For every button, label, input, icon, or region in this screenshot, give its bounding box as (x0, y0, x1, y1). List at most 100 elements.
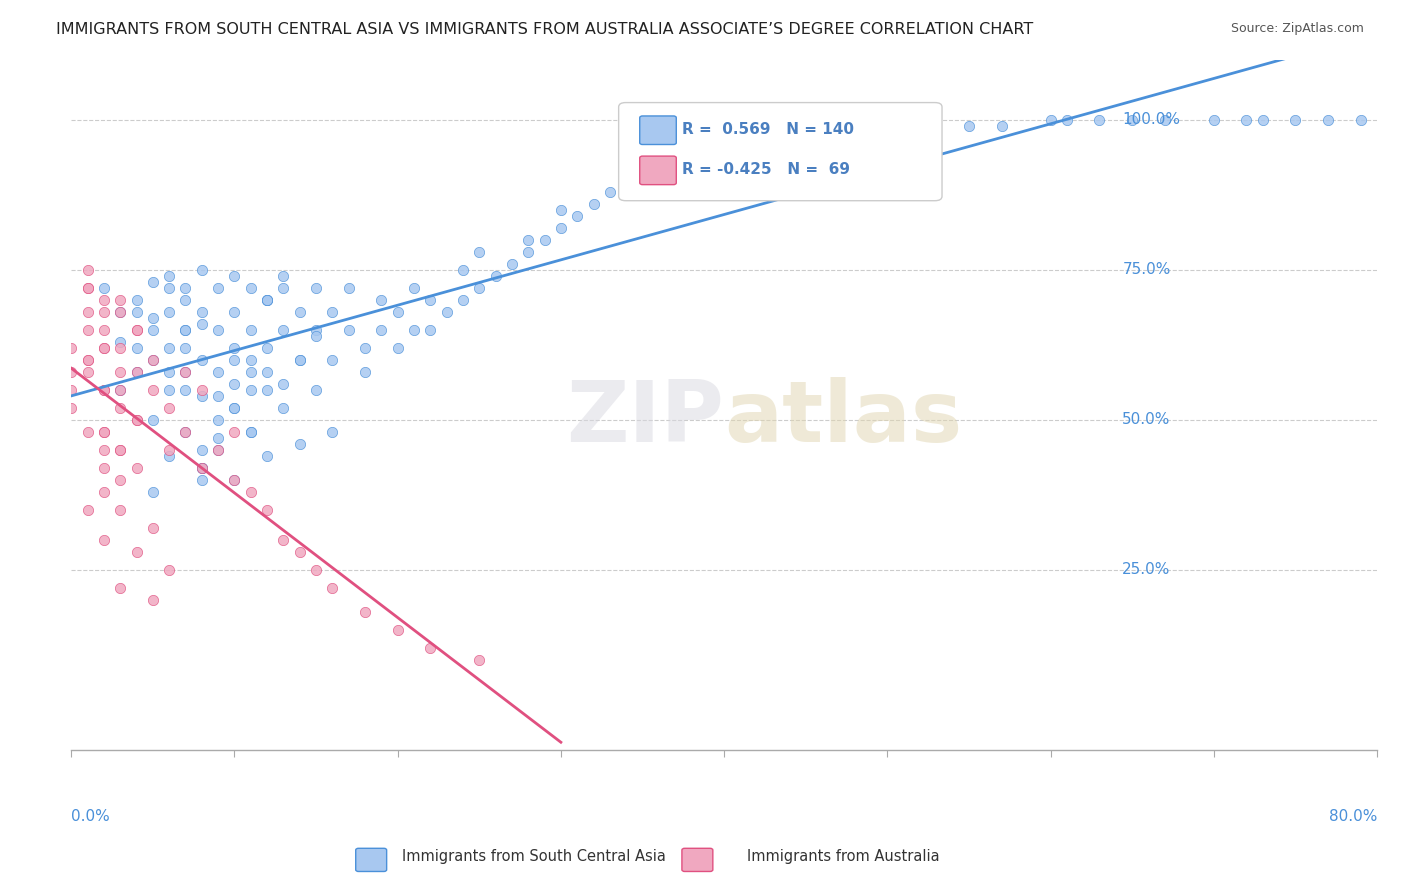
Point (256, 365, 278, 379)
Point (387, 623, 409, 637)
Point (142, 323, 165, 337)
Point (582, 196, 605, 211)
Point (125, 323, 148, 337)
Point (811, 130, 834, 145)
Point (207, 442, 229, 457)
Point (354, 365, 377, 379)
Point (990, 119, 1012, 133)
Point (191, 442, 214, 457)
Point (60, 383, 83, 397)
Point (419, 640, 441, 655)
Point (108, 293, 131, 307)
Point (224, 401, 246, 415)
Point (76, 305, 98, 319)
Point (599, 185, 621, 199)
Point (108, 305, 131, 319)
Point (224, 473, 246, 487)
Point (174, 323, 197, 337)
Point (631, 172, 654, 186)
Point (191, 461, 214, 475)
Point (305, 281, 328, 295)
Point (93, 425, 115, 439)
Point (93, 484, 115, 499)
Point (696, 161, 718, 175)
Point (108, 442, 131, 457)
Point (60, 365, 83, 379)
Point (108, 401, 131, 415)
Point (321, 581, 343, 595)
Point (273, 533, 295, 547)
Point (664, 172, 686, 186)
Point (142, 383, 165, 397)
Point (762, 143, 785, 157)
Point (191, 461, 214, 475)
Point (125, 323, 148, 337)
Point (108, 581, 131, 595)
Point (157, 341, 180, 355)
Point (730, 161, 752, 175)
Point (370, 293, 392, 307)
Point (207, 413, 229, 427)
Point (207, 431, 229, 445)
Point (305, 328, 328, 343)
Point (157, 365, 180, 379)
Point (1088, 112, 1111, 127)
Text: atlas: atlas (724, 377, 962, 460)
Point (288, 352, 311, 367)
Point (142, 413, 165, 427)
Point (174, 365, 197, 379)
Point (256, 449, 278, 463)
Point (157, 563, 180, 577)
Point (1350, 112, 1372, 127)
Point (224, 341, 246, 355)
Point (713, 149, 735, 163)
Point (321, 305, 343, 319)
Point (60, 341, 83, 355)
Text: ZIP: ZIP (567, 377, 724, 460)
Text: 75.0%: 75.0% (1122, 262, 1171, 277)
Point (1153, 112, 1175, 127)
Point (108, 383, 131, 397)
Point (174, 365, 197, 379)
Point (273, 401, 295, 415)
Point (533, 233, 555, 247)
Point (207, 365, 229, 379)
Text: 0.0%: 0.0% (72, 809, 110, 824)
Point (191, 352, 214, 367)
Point (207, 281, 229, 295)
Point (191, 473, 214, 487)
Point (419, 293, 441, 307)
Point (354, 605, 377, 619)
Point (273, 268, 295, 283)
Point (93, 323, 115, 337)
Point (157, 442, 180, 457)
Point (125, 293, 148, 307)
Point (321, 352, 343, 367)
Point (273, 281, 295, 295)
Point (174, 323, 197, 337)
Point (142, 484, 165, 499)
Point (256, 293, 278, 307)
Point (125, 365, 148, 379)
Point (191, 305, 214, 319)
Point (125, 365, 148, 379)
Point (745, 149, 768, 163)
Point (402, 323, 425, 337)
Point (108, 383, 131, 397)
Text: Source: ZipAtlas.com: Source: ZipAtlas.com (1230, 22, 1364, 36)
Point (76, 503, 98, 517)
Point (239, 323, 262, 337)
Point (93, 305, 115, 319)
Point (305, 563, 328, 577)
Point (256, 293, 278, 307)
Point (256, 503, 278, 517)
Point (778, 136, 800, 151)
Point (256, 293, 278, 307)
Point (224, 473, 246, 487)
Point (125, 341, 148, 355)
Point (387, 341, 409, 355)
Point (468, 281, 491, 295)
Point (370, 323, 392, 337)
Point (1284, 112, 1306, 127)
Point (191, 317, 214, 331)
